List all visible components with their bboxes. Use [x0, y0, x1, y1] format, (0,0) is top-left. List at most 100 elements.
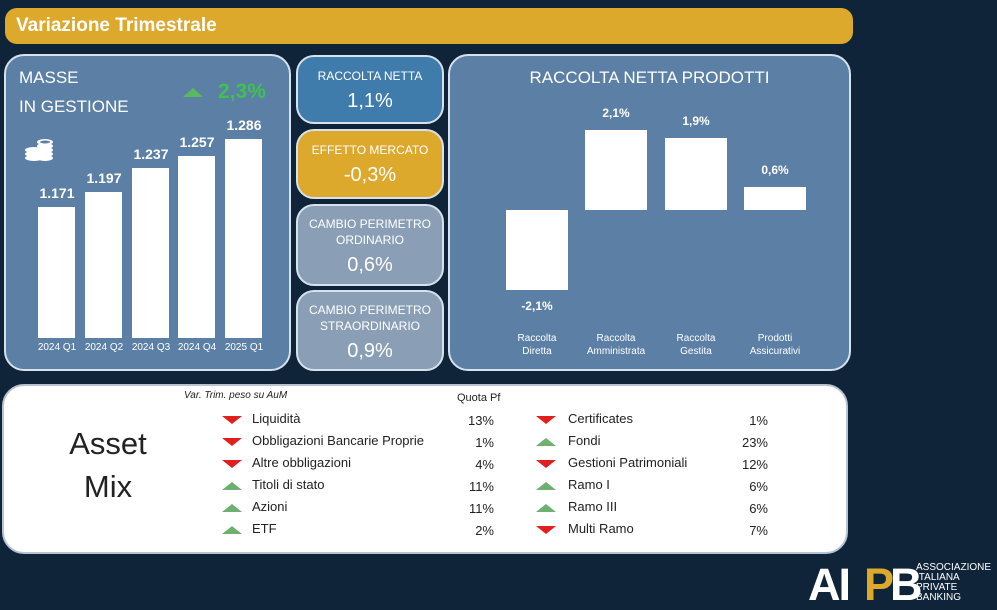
- chart-bar: [225, 139, 262, 338]
- logo-text-line: BANKING: [916, 592, 962, 603]
- chart-bar: [585, 130, 647, 210]
- asset-mix-title-line2: Mix: [83, 469, 133, 504]
- chart-bar: [506, 210, 568, 290]
- kpi-label-2: STRAORDINARIO: [319, 319, 420, 333]
- asset-value: 11%: [468, 479, 494, 494]
- asset-label: Fondi: [568, 433, 601, 448]
- coins-icon: [25, 139, 53, 161]
- bar-category-line: Assicurativi: [749, 346, 801, 357]
- chart-title: RACCOLTA NETTA PRODOTTI: [529, 68, 770, 87]
- bar-category-line: Gestita: [680, 346, 712, 357]
- logo-letter-p: P: [864, 559, 895, 610]
- masse-panel: MASSE IN GESTIONE 2,3% 1.171 2024 Q1 1.197…: [4, 54, 291, 371]
- trend-up-icon: [222, 504, 242, 512]
- asset-value: 1%: [749, 413, 768, 428]
- raccolta-prodotti-panel: RACCOLTA NETTA PRODOTTI -2,1% Raccolta Dir…: [448, 54, 851, 371]
- kpi-value: 0,9%: [347, 340, 393, 362]
- asset-value: 12%: [741, 457, 768, 472]
- chart-bar: [38, 207, 75, 338]
- bar-value-label: 1.257: [179, 134, 215, 151]
- asset-label: Ramo I: [568, 477, 610, 492]
- bar-value-label: 1.171: [39, 185, 75, 202]
- bar-value-label: 0,6%: [761, 163, 789, 178]
- asset-label: Liquidità: [252, 411, 301, 426]
- kpi-value: -0,3%: [343, 164, 397, 186]
- trend-up-icon: [536, 482, 556, 490]
- trend-up-icon: [536, 438, 556, 446]
- logo-letter-b: B: [890, 559, 923, 610]
- bar-category-line: Prodotti: [757, 333, 793, 344]
- kpi-cambio-perimetro-ordinario: CAMBIO PERIMETRO ORDINARIO 0,6%: [296, 204, 444, 286]
- asset-value: 6%: [749, 479, 768, 494]
- bar-category-label: 2025 Q1: [224, 342, 264, 353]
- bar-category-line: Raccolta: [517, 333, 557, 344]
- kpi-value: 1,1%: [347, 90, 393, 112]
- chart-bar: [85, 191, 122, 338]
- kpi-raccolta-netta: RACCOLTA NETTA 1,1%: [296, 55, 444, 124]
- logo-text-line: ITALIANA: [916, 572, 960, 583]
- asset-value: 7%: [749, 523, 768, 538]
- kpi-label: CAMBIO PERIMETRO: [308, 303, 431, 317]
- asset-value: 4%: [475, 457, 494, 472]
- asset-mix-note: Var. Trim. peso su AuM: [184, 390, 288, 401]
- page-title: Variazione Trimestrale: [5, 8, 853, 44]
- trend-up-icon: [222, 482, 242, 490]
- bar-category-line: Raccolta: [596, 333, 636, 344]
- kpi-label: CAMBIO PERIMETRO: [308, 217, 431, 231]
- asset-mix-panel: Asset Mix Var. Trim. peso su AuM Quota P…: [2, 384, 848, 554]
- asset-value: 6%: [749, 501, 768, 516]
- trend-up-icon: [536, 504, 556, 512]
- chart-bar: [132, 168, 169, 338]
- kpi-label-2: ORDINARIO: [335, 233, 404, 247]
- asset-label: ETF: [252, 521, 277, 536]
- asset-value: 2%: [475, 523, 494, 538]
- bar-value-label: 1.286: [226, 117, 262, 134]
- bar-value-label: 1.237: [133, 146, 169, 163]
- masse-subtitle: IN GESTIONE: [19, 97, 129, 116]
- kpi-value: 0,6%: [347, 254, 393, 276]
- quota-header: Quota Pf: [457, 392, 501, 404]
- bar-category-label: 2024 Q1: [37, 342, 77, 353]
- bar-category-label: 2024 Q4: [177, 342, 217, 353]
- asset-value: 1%: [475, 435, 494, 450]
- asset-label: Certificates: [568, 411, 634, 426]
- bar-category-label: 2024 Q3: [131, 342, 171, 353]
- asset-value: 11%: [468, 501, 494, 516]
- trend-up-icon: [222, 526, 242, 534]
- asset-label: Azioni: [252, 499, 288, 514]
- kpi-effetto-mercato: EFFETTO MERCATO -0,3%: [296, 129, 444, 199]
- trend-down-icon: [222, 460, 242, 468]
- bar-category-line: Diretta: [522, 346, 552, 357]
- chart-bar: [178, 156, 215, 338]
- logo-letters: AI: [808, 559, 851, 610]
- bar-value-label: 1.197: [86, 169, 122, 186]
- trend-down-icon: [536, 460, 556, 468]
- asset-mix-title-line1: Asset: [69, 426, 147, 461]
- asset-label: Ramo III: [568, 499, 618, 514]
- trend-down-icon: [222, 438, 242, 446]
- chart-bar: [744, 187, 806, 210]
- bar-category-label: Raccolta Amministrata: [571, 332, 661, 358]
- chart-bar: [665, 137, 727, 210]
- masse-delta: 2,3%: [218, 80, 266, 103]
- asset-label: Gestioni Patrimoniali: [568, 455, 688, 470]
- bar-category-label: Raccolta Gestita: [651, 332, 741, 358]
- asset-mix-title: Asset Mix: [62, 422, 154, 508]
- trend-down-icon: [536, 526, 556, 534]
- asset-label: Altre obbligazioni: [252, 455, 352, 470]
- kpi-label: RACCOLTA NETTA: [317, 69, 423, 83]
- bar-value-label: -2,1%: [521, 298, 553, 313]
- trend-up-icon: [183, 88, 203, 97]
- asset-value: 13%: [467, 413, 494, 428]
- bar-category-label: Prodotti Assicurativi: [730, 332, 820, 358]
- bar-value-label: 2,1%: [602, 106, 630, 121]
- masse-title: MASSE: [19, 68, 79, 87]
- logo-text-line: ASSOCIAZIONE: [916, 562, 992, 573]
- asset-label: Titoli di stato: [252, 477, 325, 492]
- kpi-cambio-perimetro-straordinario: CAMBIO PERIMETRO STRAORDINARIO 0,9%: [296, 290, 444, 371]
- asset-label: Multi Ramo: [568, 521, 634, 536]
- asset-label: Obbligazioni Bancarie Proprie: [252, 433, 424, 448]
- bar-value-label: 1,9%: [682, 113, 710, 128]
- kpi-label: EFFETTO MERCATO: [311, 143, 429, 157]
- logo-text-line: PRIVATE: [916, 582, 958, 593]
